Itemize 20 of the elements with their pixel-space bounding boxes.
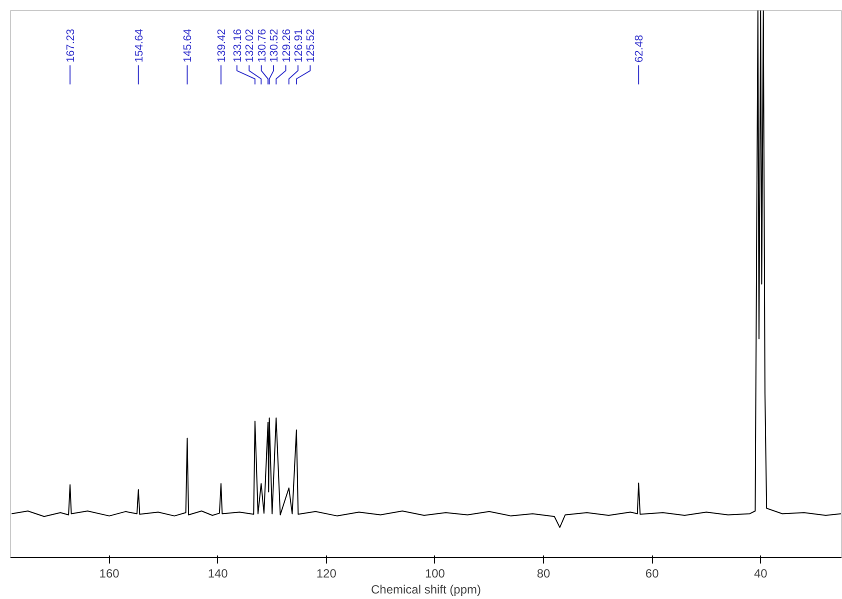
x-tick-label: 40 (754, 566, 768, 580)
x-tick-label: 140 (208, 566, 228, 580)
annotation: 133.16 (232, 28, 244, 62)
annotation: 126.91 (292, 28, 305, 62)
annotation: 130.76 (256, 28, 268, 62)
annotation: 154.64 (133, 28, 146, 62)
annotation: 125.52 (305, 28, 318, 62)
annotation: 139.42 (216, 28, 228, 62)
x-tick-label: 160 (99, 566, 120, 580)
annotation: 130.52 (268, 28, 281, 62)
annotation: 129.26 (280, 28, 293, 62)
x-axis-title: Chemical shift (ppm) (370, 582, 482, 596)
x-tick-label: 60 (645, 566, 660, 580)
x-tick-label: 100 (424, 566, 446, 580)
annotation: 167.23 (65, 28, 78, 62)
x-tick-label: 80 (536, 566, 551, 580)
annotation: 62.48 (634, 34, 646, 62)
x-tick-label: 120 (316, 566, 337, 580)
annotation: 132.02 (244, 28, 256, 62)
annotation: 145.64 (182, 28, 194, 62)
